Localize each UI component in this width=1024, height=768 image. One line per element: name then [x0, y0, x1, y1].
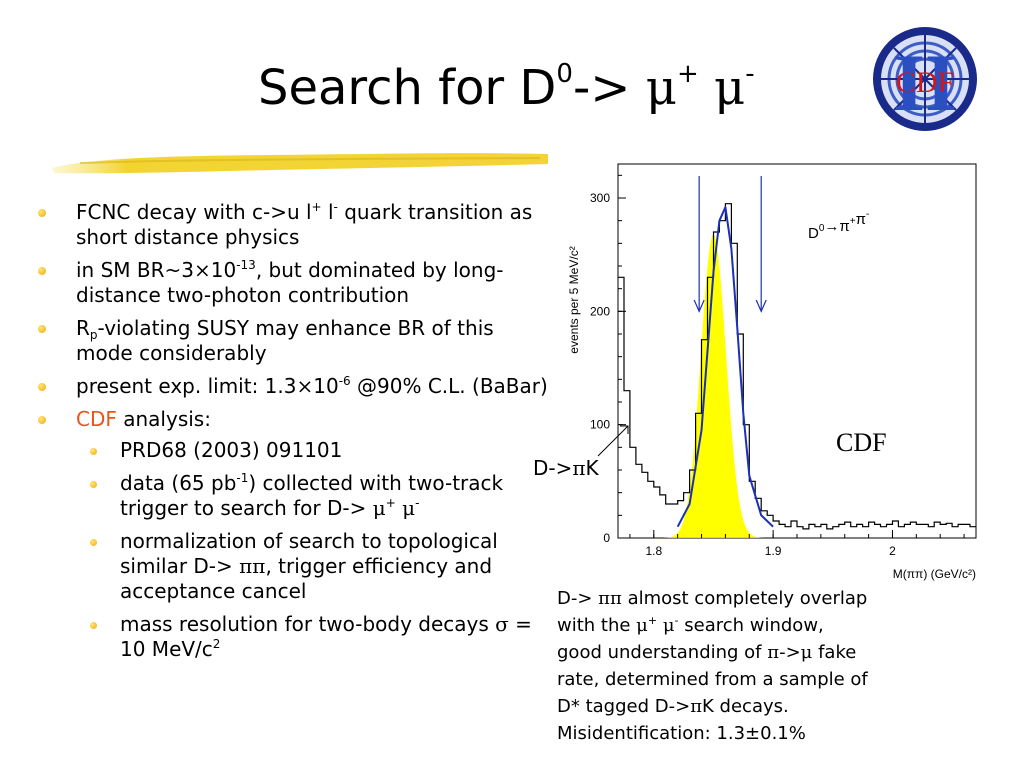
figure-caption: D-> ππ almost completely overlap with th…: [557, 585, 977, 747]
caption-line-6: Misidentification: 1.3±0.1%: [557, 723, 806, 744]
title-underline-stroke: [52, 153, 548, 174]
pipi-template-peak: [663, 234, 764, 538]
y-tick-label: 0: [603, 531, 610, 545]
bullet-fcnc: FCNC decay with c->u l+ l- quark transit…: [30, 200, 550, 250]
x-tick-label: 1.9: [765, 544, 782, 558]
caption-line-4: rate, determined from a sample of: [557, 669, 868, 690]
bullet-cdf-analysis: CDF analysis: PRD68 (2003) 091101 data (…: [30, 407, 550, 662]
mass-spectrum-chart: 1.8 1.9 2 0 100 200 300 events per 5 MeV/c² M(ππ…: [567, 163, 977, 581]
caption-line-3: good understanding of π->μ fake: [557, 642, 857, 663]
caption-line-5: D* tagged D->πK decays.: [557, 696, 789, 717]
dk-annotation: D->πK: [533, 456, 599, 480]
window-arrow-head-2: [755, 299, 767, 313]
plot-frame: [617, 163, 977, 539]
bullet-exp-limit: present exp. limit: 1.3×10-6 @90% C.L. (…: [30, 374, 550, 399]
caption-line-1: D-> ππ almost completely overlap: [557, 588, 868, 609]
dk-arrow-head: [620, 425, 629, 434]
chart-legend: D0→π+π-: [808, 209, 869, 242]
sub-bullet-normalization: normalization of search to topological s…: [76, 529, 550, 604]
bullet-sm-br: in SM BR~3×10-13, but dominated by long-…: [30, 258, 550, 308]
page-title: Search for D0-> μ+ μ-: [258, 59, 755, 116]
y-tick-label: 300: [590, 191, 610, 205]
caption-line-2: with the μ+ μ- search window,: [557, 614, 824, 636]
fit-curve: [676, 206, 774, 528]
cdf-logo: II CDF: [873, 27, 977, 131]
sub-bullet-mass-resolution: mass resolution for two-body decays σ = …: [76, 612, 550, 662]
x-axis-label: M(ππ) (GeV/c²): [893, 567, 976, 581]
y-axis-label: events per 5 MeV/c²: [567, 246, 581, 353]
data-histogram: [618, 203, 976, 530]
y-tick-label: 200: [590, 304, 610, 318]
sub-bullet-list: PRD68 (2003) 091101 data (65 pb-1) colle…: [76, 438, 550, 662]
logo-text: CDF: [896, 66, 954, 99]
chart-cdf-label: CDF: [836, 428, 887, 457]
sub-bullet-prd: PRD68 (2003) 091101: [76, 438, 550, 463]
y-tick-label: 100: [590, 418, 610, 432]
window-arrow-head-1: [693, 299, 705, 313]
logo-emblem: II: [893, 37, 957, 128]
bullet-list: FCNC decay with c->u l+ l- quark transit…: [30, 200, 550, 670]
sub-bullet-data: data (65 pb-1) collected with two-track …: [76, 471, 550, 521]
bullet-rp-susy: Rp-violating SUSY may enhance BR of this…: [30, 316, 550, 366]
x-tick-label: 1.8: [645, 544, 662, 558]
x-tick-label: 2: [889, 544, 896, 558]
dk-arrow: [597, 425, 629, 457]
